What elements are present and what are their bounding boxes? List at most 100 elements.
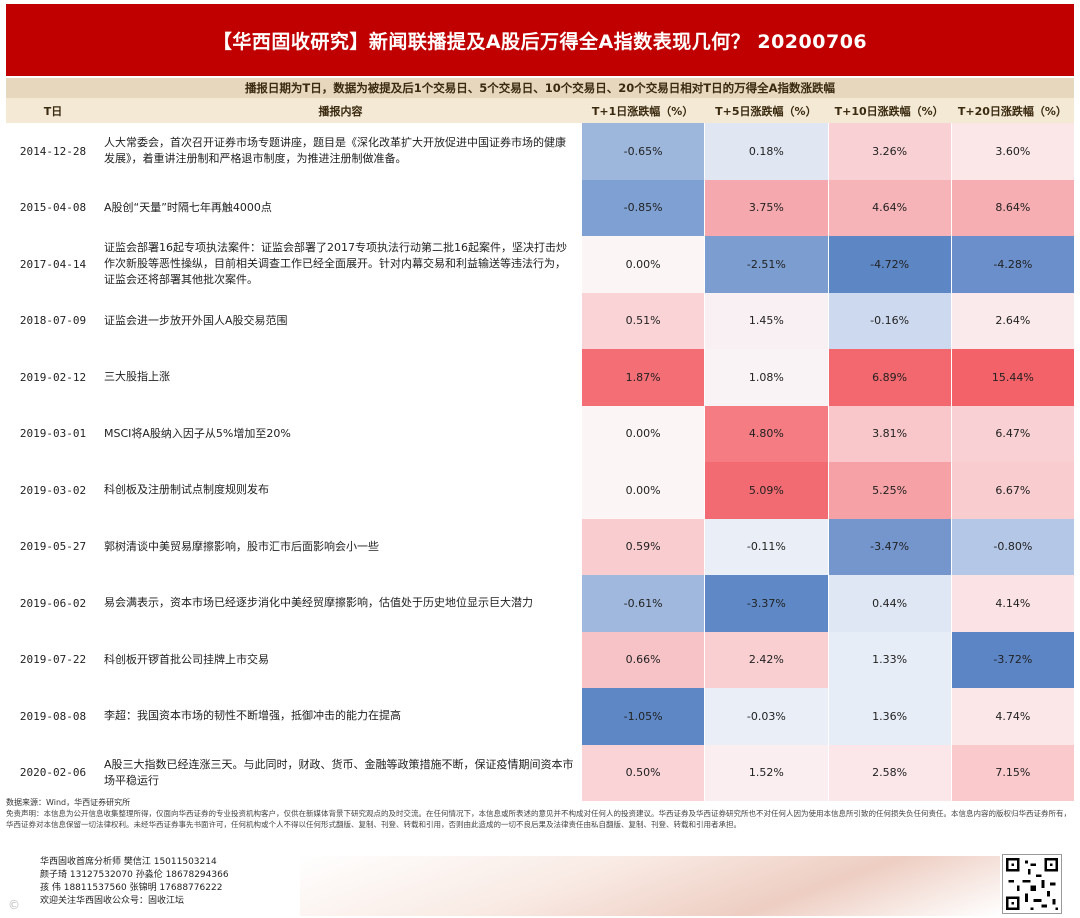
- row-t10: -0.16%: [827, 292, 951, 349]
- row-date: 2019-05-27: [19, 540, 87, 554]
- row-t10: 6.89%: [827, 349, 951, 406]
- row-content: 科创板开锣首批公司挂牌上市交易: [104, 652, 269, 666]
- header-date: T日: [43, 104, 63, 118]
- table-subtitle: 播报日期为T日，数据为被提及后1个交易日、5个交易日、10个交易日、20个交易日…: [6, 78, 1074, 98]
- row-date: 2017-04-14: [19, 257, 87, 271]
- row-t20: -0.80%: [950, 518, 1074, 575]
- row-t1: 0.51%: [581, 292, 705, 349]
- row-t5: 4.80%: [704, 405, 828, 462]
- row-content: MSCI将A股纳入因子从5%增加至20%: [104, 426, 291, 440]
- header-t20: T+20日涨跌幅（%）: [957, 104, 1067, 118]
- row-t20: 6.47%: [950, 405, 1074, 462]
- row-t20: 8.64%: [950, 179, 1074, 236]
- row-t10: -3.47%: [827, 518, 951, 575]
- row-t1: -1.05%: [581, 688, 705, 745]
- row-t1: 0.50%: [581, 744, 705, 801]
- row-t1: 0.00%: [581, 405, 705, 462]
- row-date: 2019-02-12: [19, 370, 87, 384]
- row-t20: 6.67%: [950, 462, 1074, 519]
- table-body: 2014-12-28 人大常委会，首次召开证券市场专题讲座，题目是《深化改革扩大开…: [6, 123, 1074, 801]
- row-t10: 3.26%: [827, 123, 951, 180]
- table-row: 2019-07-22 科创板开锣首批公司挂牌上市交易 0.66% 2.42% 1.33%…: [6, 631, 1074, 688]
- data-table: T日 播报内容 T+1日涨跌幅（%） T+5日涨跌幅（%） T+10日涨跌幅（%…: [6, 98, 1074, 801]
- row-t1: -0.85%: [581, 179, 705, 236]
- contact-line: 孩 伟 18811537560 张锦明 17688776222: [40, 883, 223, 893]
- row-t10: 4.64%: [827, 179, 951, 236]
- row-t10: 1.36%: [827, 688, 951, 745]
- table-row: 2015-04-08 A股创“天量”时隔七年再触4000点 -0.85% 3.75% 4…: [6, 179, 1074, 236]
- qr-code-icon: [1002, 854, 1062, 914]
- row-t1: -0.61%: [581, 575, 705, 632]
- row-content: A股创“天量”时隔七年再触4000点: [104, 200, 272, 214]
- row-t1: 0.00%: [581, 462, 705, 519]
- row-content: 科创板及注册制试点制度规则发布: [104, 483, 269, 497]
- row-t10: 5.25%: [827, 462, 951, 519]
- row-content: 证监会部署16起专项执法案件：证监会部署了2017专项执法行动第二批16起案件，…: [104, 241, 567, 287]
- row-date: 2015-04-08: [19, 201, 87, 215]
- row-content: 郭树清谈中美贸易摩擦影响，股市汇市后面影响会小一些: [104, 539, 379, 553]
- header-content: 播报内容: [318, 104, 363, 118]
- row-t5: 2.42%: [704, 631, 828, 688]
- table-row: 2020-02-06 A股三大指数已经连涨三天。与此同时，财政、货币、金融等政策措…: [6, 744, 1074, 801]
- row-t5: -3.37%: [704, 575, 828, 632]
- table-row: 2018-07-09 证监会进一步放开外国人A股交易范围 0.51% 1.45% -0.…: [6, 292, 1074, 349]
- table-row: 2019-06-02 易会满表示，资本市场已经逐步消化中美经贸摩擦影响，估值处于历…: [6, 575, 1074, 632]
- row-t1: 0.59%: [581, 518, 705, 575]
- table-row: 2017-04-14 证监会部署16起专项执法案件：证监会部署了2017专项执法行…: [6, 236, 1074, 293]
- row-t5: -0.11%: [704, 518, 828, 575]
- row-t5: 1.52%: [704, 744, 828, 801]
- row-date: 2019-06-02: [19, 596, 87, 610]
- row-content: 三大股指上涨: [104, 370, 170, 384]
- row-t10: -4.72%: [827, 236, 951, 293]
- row-date: 2019-08-08: [19, 709, 87, 723]
- watermark-icon: ©: [8, 898, 20, 912]
- contact-line: 颜子琦 13127532070 孙淼伦 18678294366: [40, 870, 229, 880]
- row-date: 2019-07-22: [19, 653, 87, 667]
- row-t10: 0.44%: [827, 575, 951, 632]
- row-content: 易会满表示，资本市场已经逐步消化中美经贸摩擦影响，估值处于历史地位显示巨大潜力: [104, 596, 533, 610]
- row-date: 2019-03-02: [19, 483, 87, 497]
- row-t20: -4.28%: [950, 236, 1074, 293]
- row-content: 李超：我国资本市场的韧性不断增强，抵御冲击的能力在提高: [104, 709, 401, 723]
- row-t1: 0.66%: [581, 631, 705, 688]
- table-row: 2019-03-02 科创板及注册制试点制度规则发布 0.00% 5.09% 5.25%…: [6, 462, 1074, 519]
- table-row: 2014-12-28 人大常委会，首次召开证券市场专题讲座，题目是《深化改革扩大开…: [6, 123, 1074, 180]
- row-t1: 1.87%: [581, 349, 705, 406]
- row-t1: 0.00%: [581, 236, 705, 293]
- row-t20: 3.60%: [950, 123, 1074, 180]
- row-t5: 0.18%: [704, 123, 828, 180]
- row-t20: 15.44%: [950, 349, 1074, 406]
- row-t5: 1.08%: [704, 349, 828, 406]
- row-t10: 2.58%: [827, 744, 951, 801]
- row-t1: -0.65%: [581, 123, 705, 180]
- row-t10: 3.81%: [827, 405, 951, 462]
- footer: © 华西固收首席分析师 樊信江 15011503214 颜子琦 13127532…: [0, 848, 1080, 918]
- contact-info: 华西固收首席分析师 樊信江 15011503214 颜子琦 1312753207…: [40, 856, 229, 908]
- row-content: 人大常委会，首次召开证券市场专题讲座，题目是《深化改革扩大开放促进中国证券市场的…: [104, 136, 566, 166]
- row-t5: -0.03%: [704, 688, 828, 745]
- table-header-row: T日 播报内容 T+1日涨跌幅（%） T+5日涨跌幅（%） T+10日涨跌幅（%…: [6, 98, 1074, 123]
- header-t1: T+1日涨跌幅（%）: [591, 104, 694, 118]
- row-date: 2018-07-09: [19, 314, 87, 328]
- row-t5: 1.45%: [704, 292, 828, 349]
- table-row: 2019-05-27 郭树清谈中美贸易摩擦影响，股市汇市后面影响会小一些 0.59%…: [6, 518, 1074, 575]
- table-row: 2019-03-01 MSCI将A股纳入因子从5%增加至20% 0.00% 4.80%…: [6, 405, 1074, 462]
- table-row: 2019-08-08 李超：我国资本市场的韧性不断增强，抵御冲击的能力在提高 -1.…: [6, 688, 1074, 745]
- data-source: 数据来源：Wind，华西证券研究所: [6, 798, 131, 807]
- row-date: 2019-03-01: [19, 427, 87, 441]
- table-row: 2019-02-12 三大股指上涨 1.87% 1.08% 6.89% 15.44%: [6, 349, 1074, 406]
- row-t5: 3.75%: [704, 179, 828, 236]
- disclaimer: 免责声明：本信息为公开信息收集整理所得，仅面向华西证券的专业投资机构客户，仅供在…: [6, 809, 1071, 829]
- footer-decoration: [300, 856, 1000, 916]
- row-t20: 4.14%: [950, 575, 1074, 632]
- row-t20: 7.15%: [950, 744, 1074, 801]
- row-date: 2020-02-06: [19, 766, 87, 780]
- header-t5: T+5日涨跌幅（%）: [715, 104, 817, 118]
- row-content: A股三大指数已经连涨三天。与此同时，财政、货币、金融等政策措施不断，保证疫情期间…: [104, 757, 574, 787]
- row-t5: -2.51%: [704, 236, 828, 293]
- row-t10: 1.33%: [827, 631, 951, 688]
- row-t5: 5.09%: [704, 462, 828, 519]
- header-t10: T+10日涨跌幅（%）: [834, 104, 944, 118]
- contact-line: 欢迎关注华西固收公众号：固收江坛: [40, 896, 185, 906]
- row-content: 证监会进一步放开外国人A股交易范围: [104, 313, 288, 327]
